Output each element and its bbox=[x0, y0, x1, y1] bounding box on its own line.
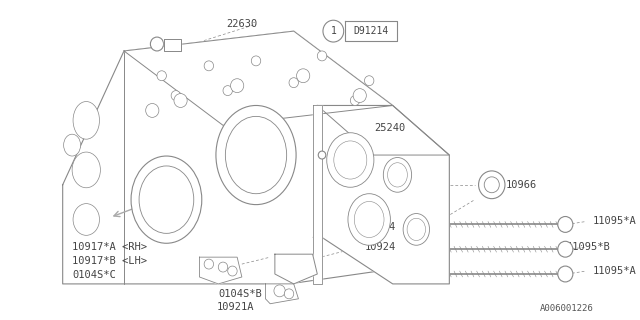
Text: 0104S*C: 0104S*C bbox=[72, 270, 116, 280]
Ellipse shape bbox=[334, 141, 367, 179]
Circle shape bbox=[150, 37, 164, 51]
Text: 22630: 22630 bbox=[226, 19, 257, 29]
Circle shape bbox=[353, 89, 366, 102]
Circle shape bbox=[484, 177, 499, 193]
Circle shape bbox=[364, 76, 374, 86]
Ellipse shape bbox=[388, 163, 408, 187]
Ellipse shape bbox=[403, 213, 429, 245]
Circle shape bbox=[204, 61, 214, 71]
Circle shape bbox=[284, 289, 294, 299]
Circle shape bbox=[323, 20, 344, 42]
Ellipse shape bbox=[383, 157, 412, 192]
Ellipse shape bbox=[407, 218, 426, 241]
Circle shape bbox=[318, 151, 326, 159]
Ellipse shape bbox=[139, 166, 194, 233]
Text: 11095*A: 11095*A bbox=[593, 216, 636, 227]
Circle shape bbox=[558, 217, 573, 232]
Text: 11095*A: 11095*A bbox=[593, 266, 636, 276]
Circle shape bbox=[223, 86, 232, 96]
Circle shape bbox=[171, 91, 180, 100]
Circle shape bbox=[174, 93, 187, 108]
Text: 10921A: 10921A bbox=[216, 302, 254, 312]
Polygon shape bbox=[317, 106, 449, 155]
Ellipse shape bbox=[348, 194, 390, 245]
Ellipse shape bbox=[73, 204, 99, 235]
Ellipse shape bbox=[63, 134, 81, 156]
Ellipse shape bbox=[327, 133, 374, 187]
Polygon shape bbox=[275, 254, 317, 284]
Circle shape bbox=[289, 78, 298, 88]
Circle shape bbox=[146, 103, 159, 117]
Polygon shape bbox=[317, 106, 449, 284]
Polygon shape bbox=[345, 21, 397, 41]
Ellipse shape bbox=[72, 152, 100, 188]
Circle shape bbox=[157, 71, 166, 81]
Ellipse shape bbox=[225, 116, 287, 194]
Text: 25240: 25240 bbox=[374, 123, 405, 133]
Text: 1: 1 bbox=[330, 26, 336, 36]
Polygon shape bbox=[200, 257, 242, 284]
Ellipse shape bbox=[131, 156, 202, 243]
Ellipse shape bbox=[73, 101, 99, 139]
Circle shape bbox=[230, 79, 244, 92]
Circle shape bbox=[350, 96, 360, 106]
Polygon shape bbox=[164, 39, 180, 51]
Circle shape bbox=[228, 266, 237, 276]
Circle shape bbox=[274, 285, 285, 297]
Circle shape bbox=[558, 266, 573, 282]
Text: A006001226: A006001226 bbox=[540, 304, 594, 313]
Ellipse shape bbox=[216, 106, 296, 204]
Ellipse shape bbox=[355, 201, 384, 237]
Text: 10924: 10924 bbox=[364, 242, 396, 252]
Text: 0104S*B: 0104S*B bbox=[218, 289, 262, 299]
Polygon shape bbox=[63, 31, 393, 284]
Text: 10917*B <LH>: 10917*B <LH> bbox=[72, 256, 147, 266]
Polygon shape bbox=[312, 106, 322, 284]
Circle shape bbox=[479, 171, 505, 199]
Text: 11095*B: 11095*B bbox=[567, 242, 611, 252]
Circle shape bbox=[204, 259, 214, 269]
Text: FRONT: FRONT bbox=[160, 182, 194, 197]
Polygon shape bbox=[266, 284, 298, 304]
Circle shape bbox=[317, 51, 327, 61]
Circle shape bbox=[218, 262, 228, 272]
Text: D91214: D91214 bbox=[353, 26, 388, 36]
Text: 11044: 11044 bbox=[364, 222, 396, 232]
Circle shape bbox=[558, 241, 573, 257]
Polygon shape bbox=[124, 31, 393, 125]
Circle shape bbox=[296, 69, 310, 83]
Text: 10966: 10966 bbox=[506, 180, 537, 190]
Text: 10917*A <RH>: 10917*A <RH> bbox=[72, 242, 147, 252]
Circle shape bbox=[252, 56, 260, 66]
